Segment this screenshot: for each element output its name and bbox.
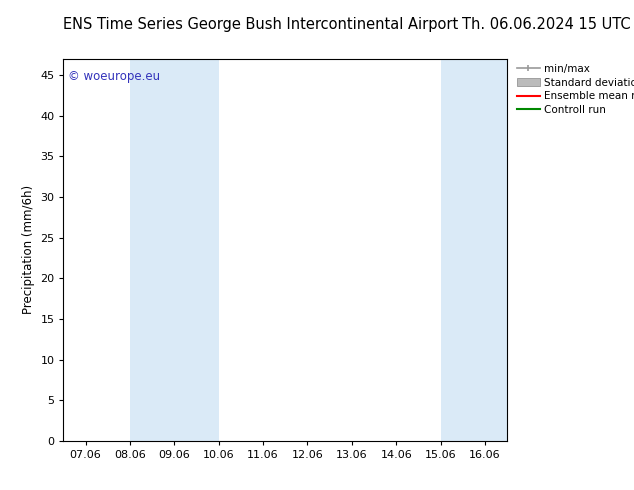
Bar [441, 59, 507, 441]
Text: Th. 06.06.2024 15 UTC: Th. 06.06.2024 15 UTC [462, 17, 631, 32]
Bar [130, 59, 219, 441]
Legend: min/max, Standard deviation, Ensemble mean run, Controll run: min/max, Standard deviation, Ensemble me… [517, 64, 634, 115]
Y-axis label: Precipitation (mm/6h): Precipitation (mm/6h) [22, 185, 35, 315]
Text: ENS Time Series George Bush Intercontinental Airport: ENS Time Series George Bush Intercontine… [63, 17, 458, 32]
Text: © woeurope.eu: © woeurope.eu [68, 70, 160, 83]
